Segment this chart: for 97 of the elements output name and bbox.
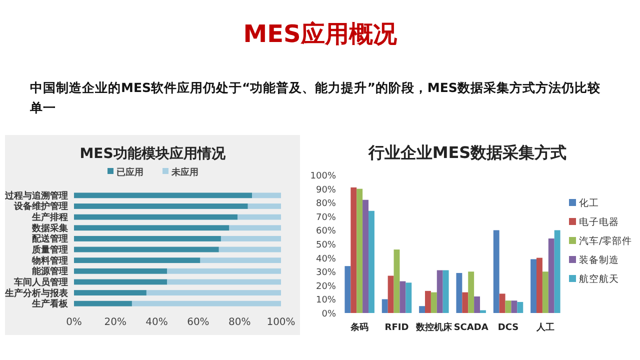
legend-label: 电子电器 [579,216,619,228]
bar [400,281,406,313]
y-tick-label: 80% [316,199,336,210]
bar [456,272,462,313]
y-tick-label: 生产看板 [31,298,69,310]
bar [248,204,281,209]
y-tick-label: 60% [316,226,336,237]
bar [74,225,230,231]
x-tick-label: 100% [266,317,296,328]
y-tick-label: 40% [316,254,336,264]
bar [74,279,168,285]
bar [388,276,394,313]
bar [74,236,221,242]
y-tick-label: 能源管理 [32,266,68,278]
bar [419,306,425,313]
legend-label: 装备制造 [579,254,619,266]
y-tick-label: 20% [316,282,336,292]
bar [356,188,363,313]
legend-label: 汽车/零部件 [579,235,632,247]
y-tick-label: 0% [322,310,336,320]
x-tick-label: 条码 [350,322,369,333]
bar [474,296,480,313]
bar [74,290,146,296]
chart-title: MES功能模块应用情况 [80,145,226,162]
y-tick-label: 车间人员管理 [13,276,68,288]
bar [480,310,486,313]
y-tick-label: 生产排程 [31,212,68,224]
legend-label: 航空航天 [579,273,619,285]
bar [382,299,388,313]
bar [548,238,554,313]
bar [542,272,548,313]
bar [74,258,200,264]
y-tick-label: 70% [316,212,336,223]
bar [536,258,542,313]
x-tick-label: 0% [66,317,82,328]
bar [368,210,374,313]
bar [252,192,281,198]
bar [424,290,431,313]
x-tick-label: 20% [104,317,127,328]
bar [74,204,248,209]
y-tick-label: 90% [316,185,336,196]
bar [436,270,443,313]
legend-label: 已应用 [116,167,144,178]
bar [74,246,219,252]
y-tick-label: 生产分析与报表 [4,288,69,299]
bar [350,187,357,313]
bar [218,246,281,252]
x-tick-label: DCS [498,323,519,333]
bar [505,300,512,313]
bar [167,279,281,285]
y-tick-label: 物料管理 [31,255,68,266]
y-tick-label: 100% [310,172,336,182]
y-tick-label: 数据采集 [31,222,68,234]
y-tick-label: 质量管理 [31,244,68,256]
y-tick-label: 配送管理 [32,234,68,245]
bar [499,294,506,313]
bar [74,268,168,274]
y-tick-label: 50% [316,240,336,250]
bar [554,230,560,313]
y-tick-label: 10% [316,296,336,306]
x-tick-label: SCADA [454,323,488,333]
x-tick-label: 人工 [535,322,554,333]
x-tick-label: 数控机床 [414,322,453,333]
bar [462,292,468,313]
bar [200,258,281,264]
text: 中国制造企业的MES软件应用仍处于“功能普及、能力提升”的阶段，MES数据采集方式方法仍比较单一 [30,79,602,117]
bar [430,292,437,313]
bar [220,236,281,242]
bar [238,214,281,220]
text: MES应用概况 [242,19,398,50]
y-tick-label: 30% [316,268,336,278]
bar [132,300,281,306]
bar [146,290,281,296]
legend-label: 化工 [579,197,599,209]
bar [167,268,281,274]
bar [74,214,238,220]
x-tick-label: RFID [384,323,409,333]
y-tick-label: 设备维护管理 [13,201,68,212]
bar [511,300,518,313]
bar [74,192,252,198]
bar [530,259,536,313]
bar [344,266,351,313]
y-tick-label: 过程与追溯管理 [4,190,68,202]
bar [362,200,369,313]
bar [406,282,412,313]
bar [468,272,474,313]
bar [517,302,524,313]
bar [394,250,400,313]
chart-title: 行业企业MES数据采集方式 [367,143,567,162]
x-tick-label: 60% [187,317,210,328]
bar [229,225,281,231]
bar [442,270,449,313]
bar [493,230,500,313]
legend-label: 未应用 [170,167,198,178]
bar [74,300,132,306]
x-tick-label: 40% [146,317,168,328]
x-tick-label: 80% [228,317,251,328]
